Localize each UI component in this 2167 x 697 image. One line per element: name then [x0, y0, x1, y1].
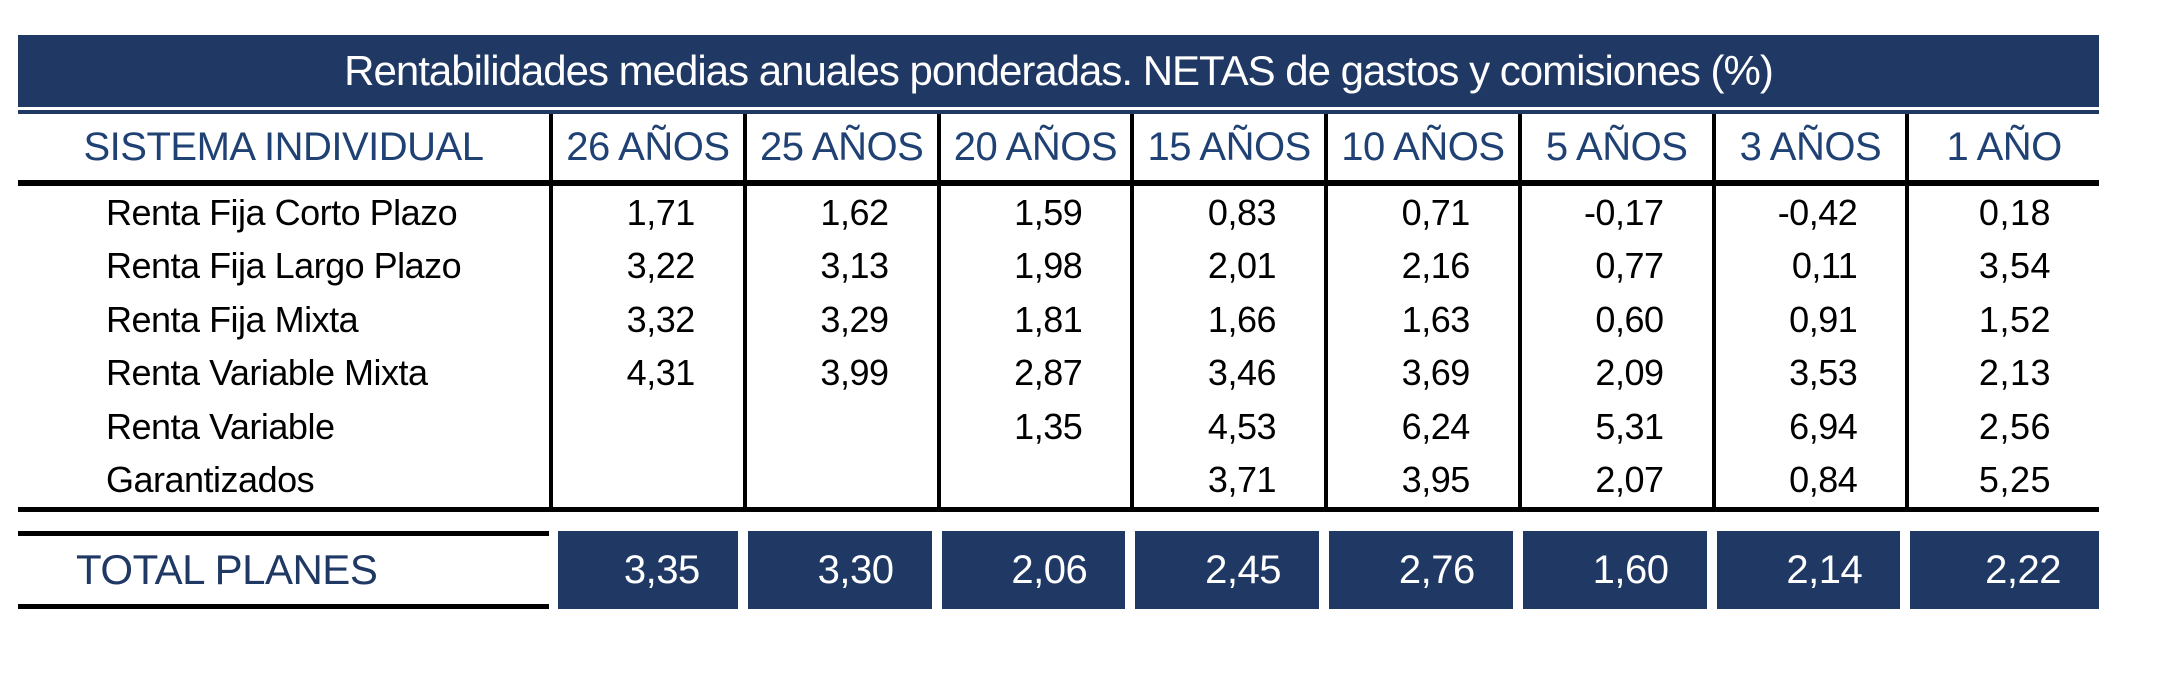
column-header-25-anos: 25 AÑOS — [742, 114, 937, 180]
column-header-3-anos: 3 AÑOS — [1711, 114, 1906, 180]
value-cell: 5,25 — [1905, 453, 2099, 507]
table-row: Renta Variable 1,35 4,53 6,24 5,31 6,94 … — [18, 400, 2099, 454]
total-value-cell: 1,60 — [1522, 531, 1707, 609]
value-cell: 6,24 — [1324, 400, 1518, 454]
table-row: Renta Fija Largo Plazo 3,22 3,13 1,98 2,… — [18, 239, 2099, 293]
total-value-cell: 2,76 — [1329, 531, 1513, 609]
value-cell: 1,98 — [936, 239, 1131, 293]
value-cell: 1,59 — [936, 186, 1131, 240]
value-cell: 2,16 — [1324, 239, 1518, 293]
table-title-bar: Rentabilidades medias anuales ponderadas… — [18, 35, 2099, 107]
column-header-10-anos: 10 AÑOS — [1324, 114, 1518, 180]
value-cell — [936, 453, 1131, 507]
value-cell: 6,94 — [1711, 400, 1906, 454]
row-label: Renta Fija Largo Plazo — [106, 245, 462, 287]
title-underline — [18, 110, 2099, 114]
value-cell: 5,31 — [1517, 400, 1712, 454]
total-row: TOTAL PLANES 3,35 3,30 2,06 2,45 2,76 1,… — [18, 531, 2099, 609]
value-cell: 3,71 — [1130, 453, 1324, 507]
value-cell: 2,01 — [1130, 239, 1324, 293]
column-header-15-anos: 15 AÑOS — [1130, 114, 1324, 180]
value-cell: 2,56 — [1905, 400, 2099, 454]
value-cell: 3,46 — [1130, 346, 1324, 400]
value-cell: 4,53 — [1130, 400, 1324, 454]
total-value-cell: 2,14 — [1716, 531, 1901, 609]
value-cell: 0,91 — [1711, 293, 1906, 347]
value-cell: 1,62 — [742, 186, 937, 240]
value-cell: 2,07 — [1517, 453, 1712, 507]
row-label: Renta Variable — [106, 405, 335, 447]
value-cell: 0,77 — [1517, 239, 1712, 293]
table-row: Garantizados 3,71 3,95 2,07 0,84 5,25 — [18, 453, 2099, 507]
value-cell: 0,84 — [1711, 453, 1906, 507]
value-cell: 3,95 — [1324, 453, 1518, 507]
value-cell: 3,53 — [1711, 346, 1906, 400]
value-cell: 3,99 — [742, 346, 937, 400]
total-value-cell: 2,45 — [1135, 531, 1319, 609]
table-body: Renta Fija Corto Plazo 1,71 1,62 1,59 0,… — [18, 186, 2099, 512]
value-cell: 1,52 — [1905, 293, 2099, 347]
value-cell: -0,17 — [1517, 186, 1712, 240]
total-value-cell: 2,06 — [941, 531, 1126, 609]
value-cell — [742, 453, 937, 507]
total-value-cell: 3,35 — [558, 531, 738, 609]
value-cell: 0,11 — [1711, 239, 1906, 293]
total-row-label: TOTAL PLANES — [18, 531, 549, 609]
value-cell: 2,87 — [936, 346, 1131, 400]
value-cell: 0,18 — [1905, 186, 2099, 240]
value-cell: 3,29 — [742, 293, 937, 347]
value-cell: 3,54 — [1905, 239, 2099, 293]
value-cell: 1,81 — [936, 293, 1131, 347]
table-row: Renta Fija Mixta 3,32 3,29 1,81 1,66 1,6… — [18, 293, 2099, 347]
row-label: Renta Fija Mixta — [106, 298, 359, 340]
total-value-cell: 2,22 — [1910, 531, 2099, 609]
value-cell — [742, 400, 937, 454]
value-cell: 4,31 — [549, 346, 743, 400]
value-cell: 1,63 — [1324, 293, 1518, 347]
row-label: Renta Variable Mixta — [106, 352, 428, 394]
value-cell: 2,09 — [1517, 346, 1712, 400]
column-header-1-ano: 1 AÑO — [1905, 114, 2099, 180]
value-cell: 1,35 — [936, 400, 1131, 454]
value-cell: 1,71 — [549, 186, 743, 240]
value-cell: 0,60 — [1517, 293, 1712, 347]
total-value-cell: 3,30 — [747, 531, 932, 609]
value-cell — [549, 400, 743, 454]
table-row: Renta Variable Mixta 4,31 3,99 2,87 3,46… — [18, 346, 2099, 400]
value-cell — [549, 453, 743, 507]
value-cell: -0,42 — [1711, 186, 1906, 240]
value-cell: 2,13 — [1905, 346, 2099, 400]
column-header-sistema-individual: SISTEMA INDIVIDUAL — [83, 124, 484, 169]
value-cell: 0,71 — [1324, 186, 1518, 240]
value-cell: 0,83 — [1130, 186, 1324, 240]
value-cell: 1,66 — [1130, 293, 1324, 347]
column-header-5-anos: 5 AÑOS — [1517, 114, 1712, 180]
column-header-20-anos: 20 AÑOS — [936, 114, 1131, 180]
value-cell: 3,22 — [549, 239, 743, 293]
returns-table: Rentabilidades medias anuales ponderadas… — [18, 35, 2099, 609]
value-cell: 3,13 — [742, 239, 937, 293]
value-cell: 3,32 — [549, 293, 743, 347]
table-row: Renta Fija Corto Plazo 1,71 1,62 1,59 0,… — [18, 186, 2099, 240]
row-label: Renta Fija Corto Plazo — [106, 191, 458, 233]
header-row: SISTEMA INDIVIDUAL 26 AÑOS 25 AÑOS 20 AÑ… — [18, 114, 2099, 186]
row-label: Garantizados — [106, 459, 315, 501]
table-title: Rentabilidades medias anuales ponderadas… — [344, 47, 1774, 94]
value-cell: 3,69 — [1324, 346, 1518, 400]
column-header-26-anos: 26 AÑOS — [549, 114, 743, 180]
